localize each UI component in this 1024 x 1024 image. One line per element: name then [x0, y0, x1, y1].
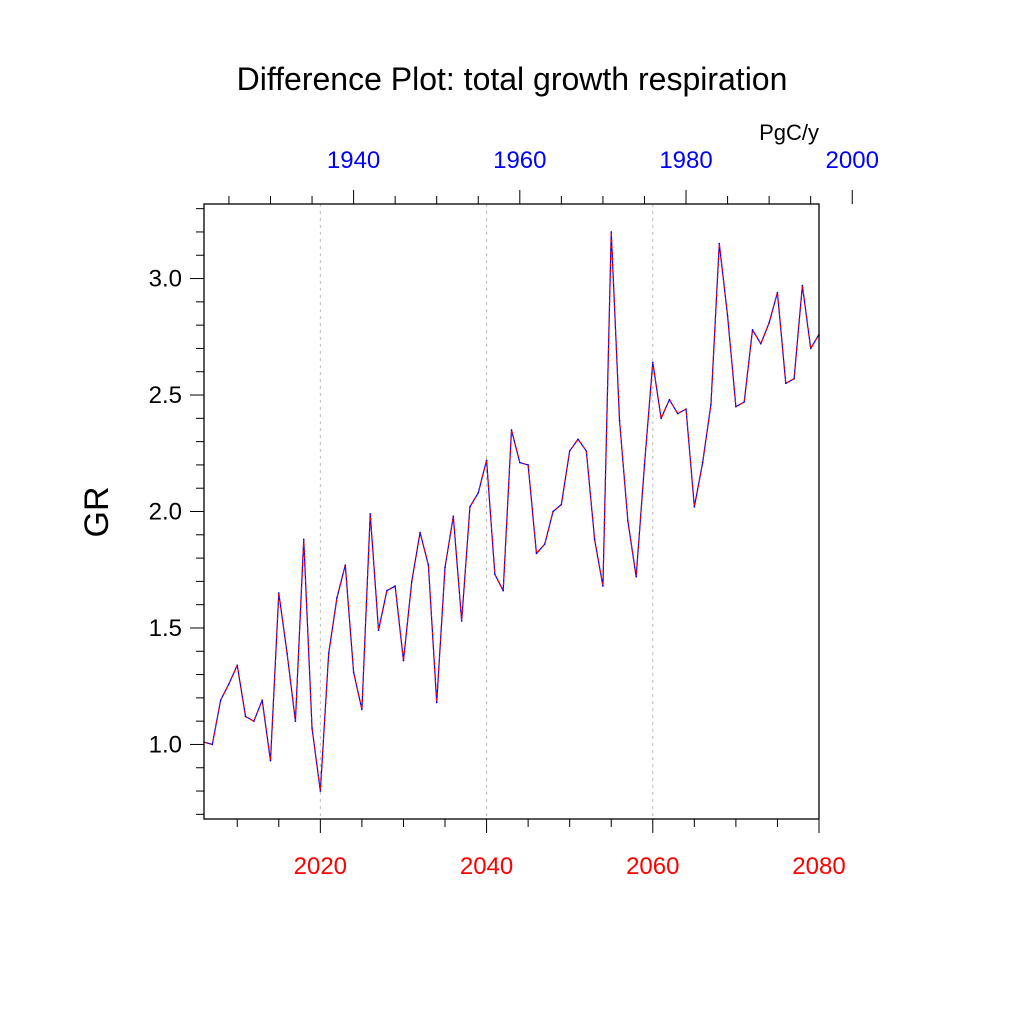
top-tick-label: 1980 — [659, 147, 712, 174]
data-point — [402, 659, 405, 662]
data-point — [502, 589, 504, 592]
units-label: PgC/y — [759, 120, 819, 145]
data-point — [435, 701, 438, 704]
data-point — [244, 715, 247, 718]
data-point — [743, 401, 745, 403]
grid-lines — [319, 204, 654, 819]
data-point — [510, 429, 513, 431]
data-point — [593, 538, 596, 541]
data-point — [269, 759, 272, 762]
data-point — [735, 405, 737, 408]
data-point — [685, 408, 687, 410]
data-point — [643, 464, 646, 466]
series-line-red — [203, 231, 820, 792]
data-point — [228, 683, 230, 685]
data-point — [701, 461, 704, 464]
data-point — [560, 503, 563, 506]
data-point — [377, 629, 380, 632]
data-point — [327, 652, 330, 655]
data-point — [211, 743, 214, 746]
top-tick-label: 2000 — [826, 147, 879, 174]
plot-frame — [203, 203, 820, 820]
data-point — [668, 398, 671, 401]
data-point — [768, 322, 770, 324]
data-point — [809, 347, 812, 350]
data-point — [568, 450, 571, 452]
bottom-tick-label: 2060 — [626, 853, 679, 880]
data-point — [585, 450, 588, 452]
data-point — [261, 699, 263, 701]
data-point — [651, 361, 654, 364]
data-point — [477, 492, 480, 494]
data-point — [577, 438, 579, 441]
data-point — [610, 231, 613, 233]
data-point — [760, 342, 762, 345]
data-point — [543, 543, 546, 545]
data-point — [460, 620, 463, 622]
data-point — [519, 461, 521, 464]
data-point — [219, 699, 222, 701]
data-point — [776, 291, 779, 294]
axis-ticks — [190, 190, 853, 833]
data-point — [294, 720, 297, 722]
data-point — [427, 564, 430, 566]
data-point — [469, 506, 471, 508]
data-point — [485, 459, 488, 462]
data-point — [552, 510, 554, 513]
data-point — [676, 412, 679, 415]
y-tick-label: 1.0 — [149, 731, 182, 758]
data-point — [801, 284, 804, 287]
data-point — [527, 464, 529, 466]
data-point — [319, 790, 322, 792]
data-point — [660, 417, 662, 420]
data-point — [627, 520, 629, 522]
bottom-tick-label: 2040 — [460, 853, 513, 880]
data-point — [718, 242, 721, 245]
data-point — [253, 720, 255, 722]
top-tick-label: 1960 — [493, 147, 546, 174]
data-point — [618, 419, 621, 422]
data-point — [784, 382, 787, 385]
data-point — [602, 585, 604, 587]
data-point — [286, 652, 288, 655]
y-axis-label: GR — [78, 487, 116, 538]
data-point — [535, 552, 538, 555]
chart-title: Difference Plot: total growth respiratio… — [237, 61, 788, 97]
data-point — [494, 573, 496, 576]
data-point — [635, 575, 637, 578]
y-tick-label: 1.5 — [149, 615, 182, 642]
data-point — [278, 592, 280, 594]
data-point — [336, 596, 338, 599]
data-point — [369, 513, 372, 515]
bottom-tick-label: 2020 — [294, 853, 347, 880]
top-tick-label: 1940 — [327, 147, 380, 174]
data-point — [236, 664, 239, 667]
y-tick-label: 2.5 — [149, 382, 182, 409]
data-point — [693, 506, 696, 508]
data-point — [710, 403, 712, 406]
data-point — [793, 377, 795, 380]
data-point — [302, 538, 305, 541]
data-point — [386, 589, 388, 592]
data-point — [751, 329, 754, 331]
data-point — [352, 671, 355, 674]
data-point — [344, 564, 347, 566]
tick-labels: 2020 2040 2060 2080 1940 1960 1980 2000 1.0 1.5 2.… — [149, 147, 879, 880]
bottom-tick-label: 2080 — [792, 853, 845, 880]
data-point — [311, 727, 313, 729]
data-point — [452, 515, 455, 517]
data-point — [726, 315, 729, 317]
data-point — [410, 580, 413, 583]
data-point — [394, 585, 396, 587]
data-series — [203, 231, 820, 792]
data-point — [361, 708, 363, 711]
y-tick-label: 3.0 — [149, 266, 182, 293]
data-point — [419, 531, 421, 534]
y-tick-label: 2.0 — [149, 499, 182, 526]
data-point — [444, 566, 446, 569]
